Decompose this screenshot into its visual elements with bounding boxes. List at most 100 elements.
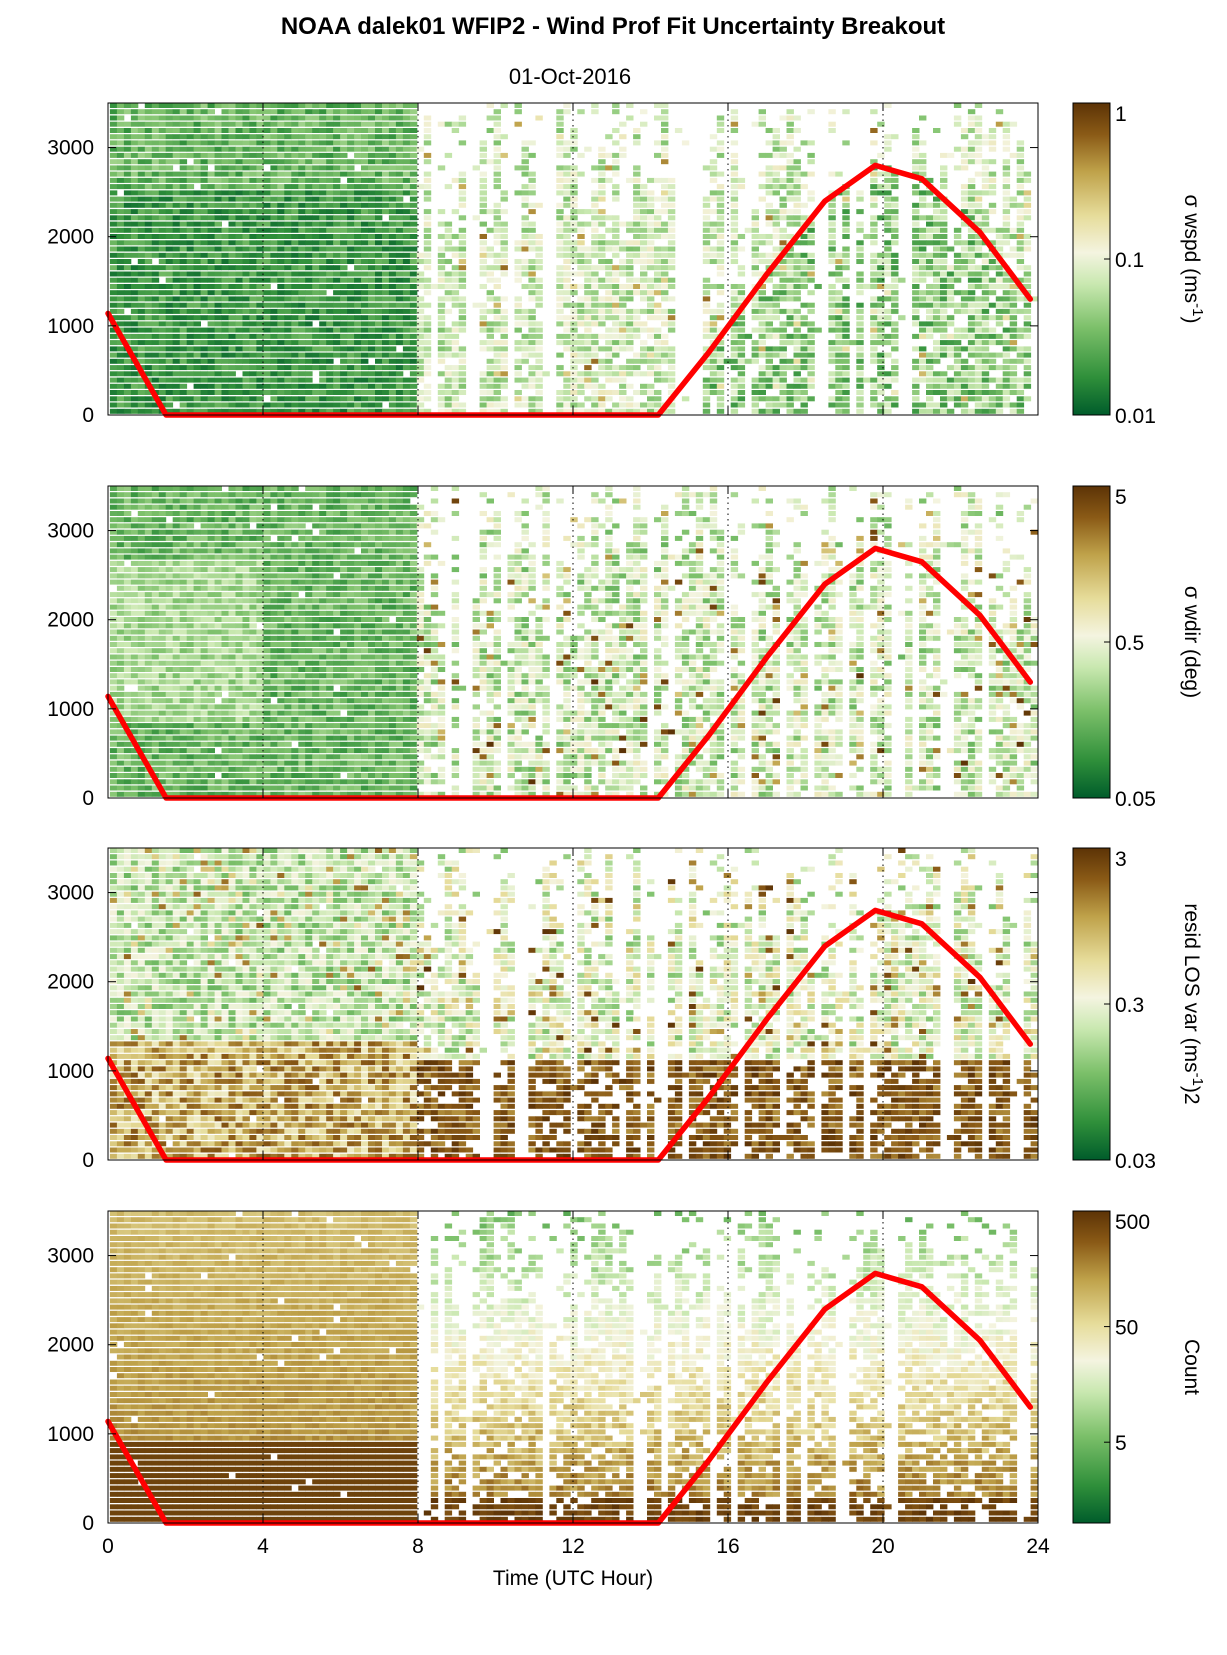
heatmap-cell [716, 152, 725, 158]
heatmap-cell [416, 302, 425, 308]
heatmap-cell [402, 184, 411, 190]
heatmap-cell [521, 377, 529, 383]
heatmap-cell [123, 358, 132, 364]
heatmap-cell [158, 629, 167, 635]
heatmap-cell [249, 159, 257, 165]
heatmap-cell [828, 296, 836, 302]
heatmap-cell [946, 408, 955, 414]
heatmap-cell [654, 215, 662, 221]
heatmap-cell [186, 259, 195, 264]
heatmap-cell [779, 284, 787, 289]
heatmap-cell [109, 785, 118, 791]
heatmap-cell [605, 246, 613, 252]
heatmap-cell [828, 202, 836, 208]
heatmap-cell [933, 215, 941, 221]
heatmap-cell [354, 277, 362, 283]
heatmap-cell [368, 259, 376, 264]
heatmap-cell [451, 252, 460, 258]
heatmap-cell [249, 240, 257, 246]
heatmap-cell [919, 171, 927, 177]
heatmap-cell [605, 152, 613, 158]
heatmap-cell [319, 221, 327, 227]
heatmap-cell [270, 402, 278, 408]
heatmap-cell [375, 277, 383, 283]
heatmap-cell [877, 383, 885, 389]
heatmap-cell [319, 165, 327, 171]
heatmap-cell [933, 209, 941, 215]
heatmap-cell [116, 152, 125, 158]
heatmap-cell [116, 103, 125, 108]
heatmap-cell [661, 321, 669, 327]
heatmap-cell [179, 209, 188, 215]
heatmap-cell [123, 215, 132, 221]
heatmap-cell [179, 177, 188, 183]
heatmap-cell [375, 134, 383, 140]
heatmap-cell [298, 408, 306, 414]
heatmap-cell [584, 271, 592, 277]
heatmap-cell [312, 333, 320, 339]
heatmap-cell [395, 290, 404, 296]
heatmap-cell [1002, 202, 1011, 208]
heatmap-cell [340, 259, 348, 264]
heatmap-cell [179, 240, 188, 246]
heatmap-cell [186, 227, 195, 233]
heatmap-cell [186, 271, 195, 277]
heatmap-cell [109, 592, 118, 598]
heatmap-cell [207, 383, 215, 389]
heatmap-cell [228, 221, 236, 227]
heatmap-cell [151, 629, 160, 635]
heatmap-cell [242, 259, 250, 264]
heatmap-cell [835, 383, 843, 389]
heatmap-cell [368, 121, 376, 127]
heatmap-cell [493, 308, 501, 314]
heatmap-cell [158, 691, 167, 697]
heatmap-cell [256, 315, 264, 321]
heatmap-cell [151, 302, 160, 308]
heatmap-cell [423, 396, 432, 402]
heatmap-cell [981, 346, 990, 352]
heatmap-cell [933, 408, 941, 414]
heatmap-cell [270, 315, 278, 321]
heatmap-cell [277, 227, 285, 233]
heatmap-cell [284, 284, 292, 289]
heatmap-cell [130, 302, 139, 308]
heatmap-cell [382, 227, 390, 233]
heatmap-cell [626, 333, 634, 339]
heatmap-cell [514, 240, 522, 246]
heatmap-cell [514, 109, 522, 115]
heatmap-cell [144, 284, 153, 289]
heatmap-cell [151, 284, 160, 289]
heatmap-cell [709, 190, 718, 196]
heatmap-cell [123, 321, 132, 327]
heatmap-cell [221, 252, 229, 258]
heatmap-cell [919, 402, 927, 408]
heatmap-cell [368, 190, 376, 196]
heatmap-cell [409, 284, 418, 289]
heatmap-cell [326, 308, 334, 314]
heatmap-cell [375, 371, 383, 377]
heatmap-cell [361, 302, 369, 308]
heatmap-cell [186, 171, 195, 177]
heatmap-cell [737, 390, 746, 395]
heatmap-cell [758, 284, 766, 289]
heatmap-cell [458, 315, 467, 321]
heatmap-cell [493, 234, 501, 239]
heatmap-cell [347, 146, 355, 152]
heatmap-cell [333, 103, 341, 108]
heatmap-cell [158, 573, 167, 579]
heatmap-cell [256, 109, 264, 115]
heatmap-cell [654, 221, 662, 227]
heatmap-cell [716, 146, 725, 152]
heatmap-cell [981, 340, 990, 346]
heatmap-cell [493, 346, 501, 352]
heatmap-cell [451, 377, 460, 383]
heatmap-cell [214, 308, 222, 314]
heatmap-cell [291, 128, 299, 133]
heatmap-cell [137, 115, 146, 121]
heatmap-cell [409, 390, 418, 395]
heatmap-cell [326, 177, 334, 183]
heatmap-cell [214, 327, 222, 333]
heatmap-cell [591, 346, 599, 352]
heatmap-cell [179, 196, 188, 202]
heatmap-cell [640, 308, 648, 314]
